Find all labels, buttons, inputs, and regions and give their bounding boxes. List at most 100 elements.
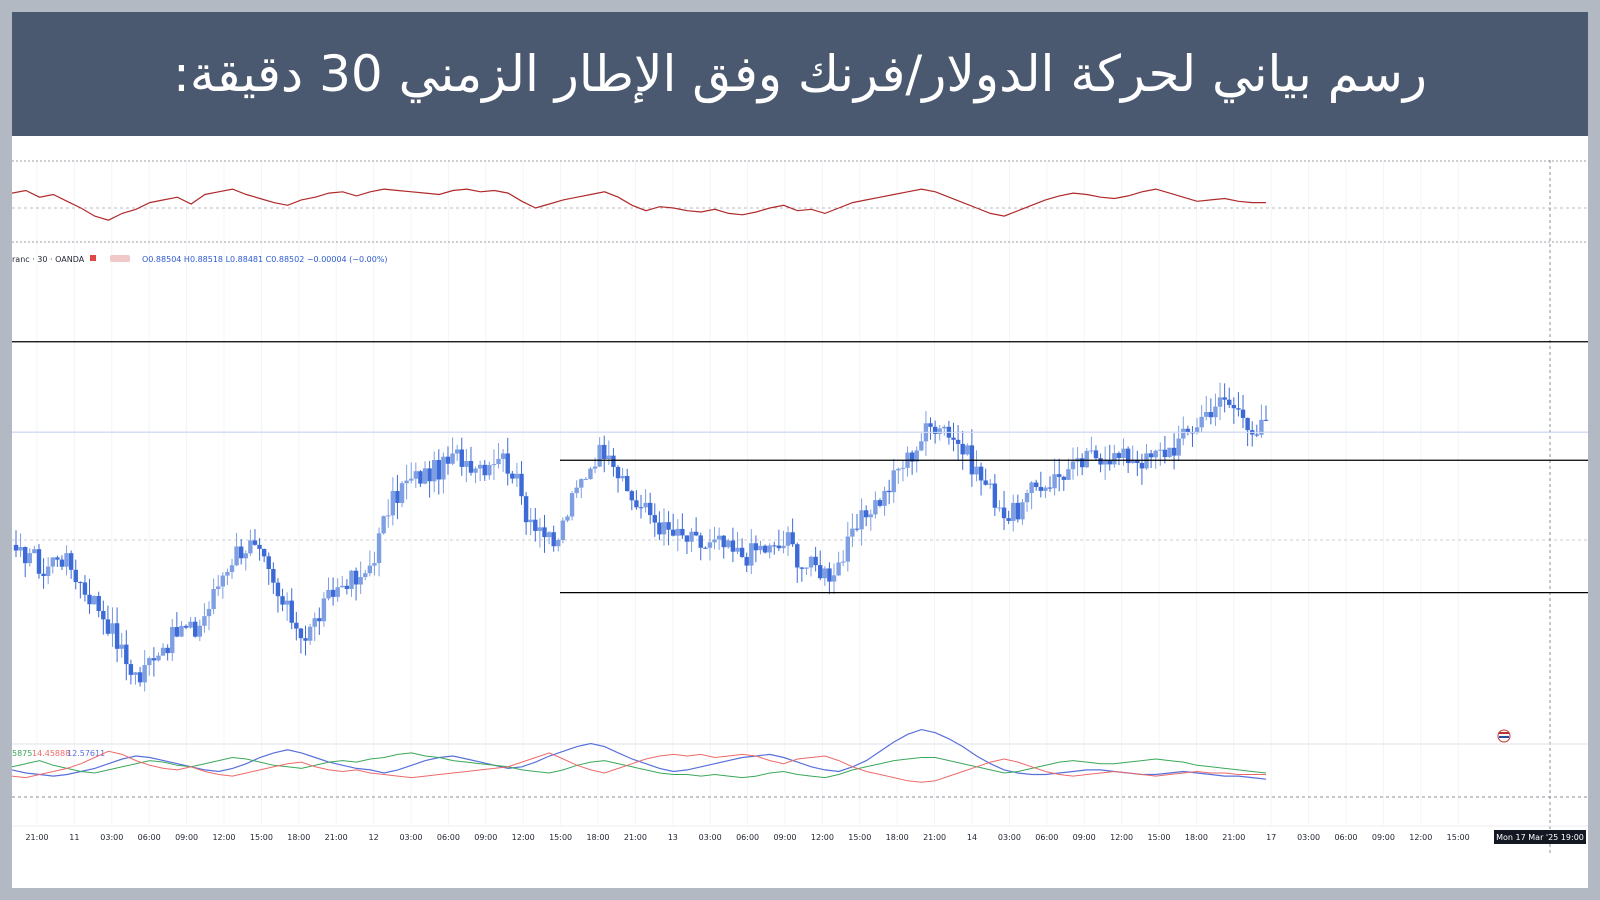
candle-body	[767, 545, 772, 553]
candle-body	[128, 664, 134, 675]
candle-body	[1006, 518, 1011, 521]
candle-body	[87, 594, 92, 605]
candle-body	[344, 585, 350, 589]
candle-body	[202, 616, 207, 626]
candle-body	[1034, 482, 1039, 487]
time-tick-label: 13	[668, 833, 678, 842]
candle-body	[317, 618, 322, 622]
candle-body	[427, 468, 432, 482]
candle-body	[836, 562, 841, 576]
candle-body	[1130, 460, 1135, 464]
time-tick-label: 21:00	[325, 833, 348, 842]
candle-body	[1066, 469, 1071, 480]
candle-body	[703, 547, 708, 549]
candle-body	[229, 565, 235, 573]
candle-body	[404, 480, 409, 484]
candle-body	[1070, 461, 1076, 470]
time-tick-label: 03:00	[998, 833, 1021, 842]
candle-body	[73, 569, 78, 583]
candle-body	[556, 540, 561, 547]
candle-body	[974, 466, 979, 475]
candle-body	[744, 556, 749, 566]
candle-body	[978, 466, 984, 481]
candle-body	[372, 563, 377, 566]
candle-body	[882, 490, 887, 506]
candle-body	[275, 582, 281, 597]
candle-body	[197, 625, 203, 637]
candle-body	[303, 638, 308, 641]
candle-body	[533, 519, 538, 531]
time-tick-label: 18:00	[1185, 833, 1208, 842]
candle-body	[937, 428, 942, 434]
candle-body	[583, 479, 589, 481]
candle-body	[110, 623, 115, 634]
candle-body	[1089, 450, 1094, 452]
candle-body	[505, 453, 510, 474]
candle-body	[1047, 487, 1053, 489]
candle-body	[399, 483, 405, 503]
time-tick-label: 12:00	[1409, 833, 1432, 842]
candle-body	[261, 548, 267, 557]
time-tick-label: 17	[1266, 833, 1276, 842]
time-tick-label: 21:00	[923, 833, 946, 842]
time-tick-label: 15:00	[1147, 833, 1170, 842]
candle-body	[615, 466, 621, 479]
candle-body	[909, 452, 915, 462]
candle-body	[680, 528, 685, 536]
candle-body	[914, 450, 919, 462]
candle-body	[546, 532, 552, 538]
candle-body	[50, 557, 55, 567]
candle-body	[1194, 427, 1200, 433]
candle-body	[1024, 492, 1030, 503]
candle-body	[431, 460, 437, 482]
candle-body	[1125, 448, 1131, 464]
candle-body	[326, 589, 331, 599]
ohlc-label: O0.88504 H0.88518 L0.88481 C0.88502 −0.0…	[142, 255, 388, 264]
candle-body	[712, 539, 717, 543]
candle-body	[693, 531, 699, 536]
candle-body	[119, 644, 124, 649]
candle-body	[473, 468, 478, 473]
candle-body	[1176, 438, 1181, 456]
adx-legend-v3: 12.57611	[67, 749, 105, 758]
candle-body	[335, 587, 340, 597]
candle-body	[758, 545, 763, 551]
candle-body	[1190, 432, 1195, 434]
candle-body	[1240, 409, 1246, 418]
candle-body	[813, 556, 818, 566]
time-tick-label: 06:00	[736, 833, 759, 842]
time-tick-label: 06:00	[1035, 833, 1058, 842]
candle-body	[634, 500, 639, 508]
candle-body	[124, 644, 129, 665]
candle-body	[579, 479, 584, 488]
candle-body	[1222, 397, 1227, 400]
candle-body	[1116, 453, 1122, 458]
candle-body	[510, 473, 515, 479]
candle-body	[1227, 399, 1232, 405]
candle-body	[55, 557, 60, 560]
candle-body	[64, 553, 69, 567]
candle-body	[997, 507, 1002, 509]
time-tick-label: 06:00	[138, 833, 161, 842]
candle-body	[606, 455, 612, 460]
candle-body	[1056, 474, 1062, 477]
candle-body	[790, 532, 795, 545]
candle-body	[818, 565, 823, 579]
candle-body	[523, 496, 529, 523]
chart-canvas[interactable]: ranc · 30 · OANDA O0.88504 H0.88518 L0.8…	[12, 136, 1588, 888]
candle-body	[68, 553, 74, 570]
candle-body	[896, 468, 901, 471]
candle-body	[955, 439, 961, 444]
candle-body	[436, 460, 441, 480]
candle-body	[234, 546, 239, 566]
candle-body	[574, 487, 579, 494]
candle-body	[1043, 487, 1048, 491]
candle-body	[289, 600, 294, 623]
candle-body	[1167, 447, 1172, 458]
candle-body	[868, 514, 873, 518]
candle-body	[1259, 419, 1264, 435]
candle-body	[27, 553, 32, 564]
candle-body	[18, 547, 23, 551]
candle-body	[422, 468, 428, 484]
time-tick-label: 12:00	[1110, 833, 1133, 842]
